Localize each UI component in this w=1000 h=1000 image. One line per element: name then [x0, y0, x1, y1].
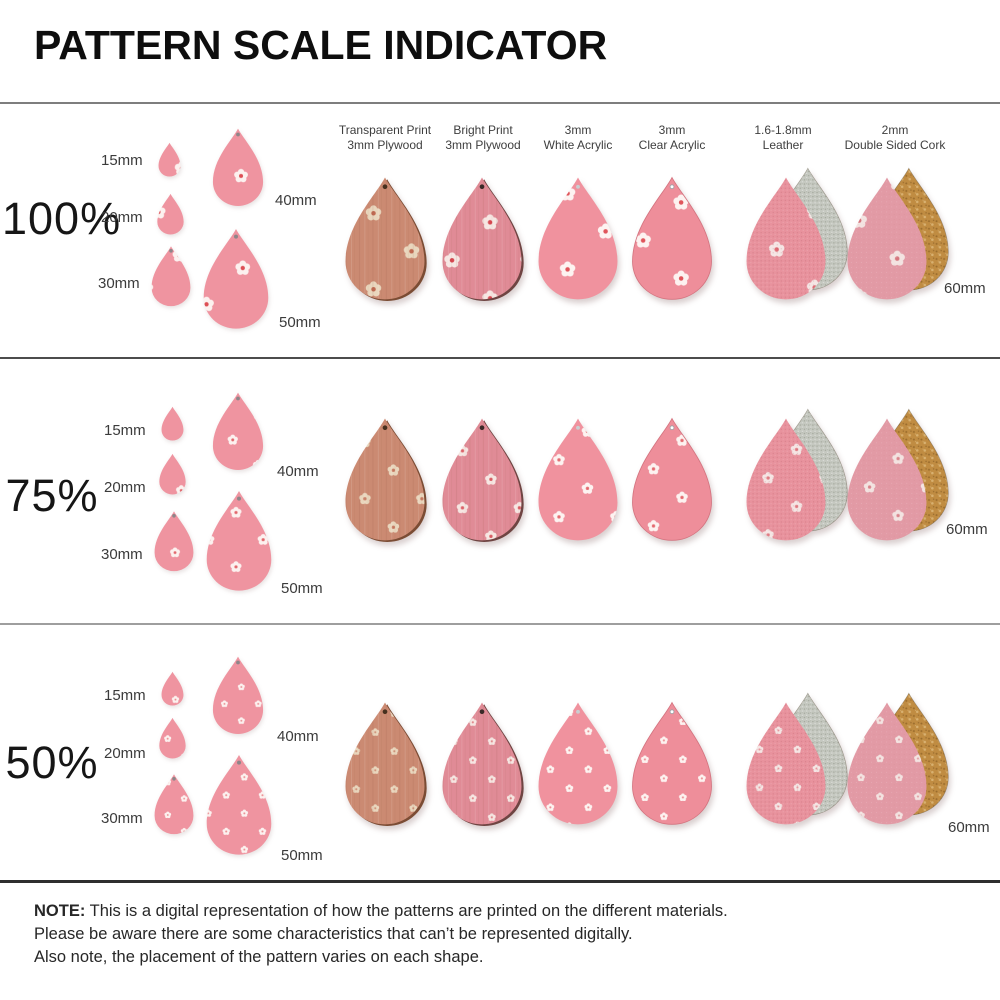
size-label-30mm: 30mm: [101, 546, 143, 563]
size-label-30mm: 30mm: [98, 275, 140, 292]
divider-under-title: [0, 102, 1000, 104]
column-header-cork: 2mm Double Sided Cork: [844, 123, 946, 152]
note-label: NOTE:: [34, 902, 86, 920]
divider-row-2-3: [0, 623, 1000, 625]
teardrop-50mm: [200, 227, 272, 330]
material-teardrop-leather: [744, 692, 848, 826]
size-label-20mm: 20mm: [104, 479, 146, 496]
size-label-60mm: 60mm: [948, 819, 990, 836]
column-header-plywood_bright: Bright Print 3mm Plywood: [445, 123, 521, 152]
column-header-acrylic_clear: 3mm Clear Acrylic: [638, 123, 706, 152]
material-teardrop-acrylic-white: [536, 700, 620, 826]
note-line-2: Please be aware there are some character…: [34, 925, 633, 943]
scale-label: 75%: [5, 470, 99, 521]
size-label-40mm: 40mm: [275, 192, 317, 209]
teardrop-15mm: [160, 671, 185, 706]
teardrop-40mm: [208, 391, 268, 471]
size-label-50mm: 50mm: [281, 580, 323, 597]
size-label-60mm: 60mm: [946, 521, 988, 538]
divider-row-1-2: [0, 357, 1000, 359]
column-header-plywood_transparent: Transparent Print 3mm Plywood: [338, 123, 432, 152]
page-title: PATTERN SCALE INDICATOR: [34, 22, 608, 68]
size-label-20mm: 20mm: [104, 745, 146, 762]
teardrop-40mm: [208, 127, 268, 207]
teardrop-40mm: [208, 655, 268, 735]
teardrop-15mm: [157, 142, 182, 177]
material-teardrop-cork: [845, 408, 949, 542]
size-label-50mm: 50mm: [281, 847, 323, 864]
size-label-60mm: 60mm: [944, 280, 986, 297]
material-teardrop-leather: [744, 408, 848, 542]
teardrop-30mm: [147, 245, 195, 307]
column-header-leather: 1.6-1.8mm Leather: [754, 123, 812, 152]
material-teardrop-cork: [845, 167, 949, 301]
material-teardrop-plywood-transparent: [343, 416, 427, 543]
teardrop-50mm: [203, 489, 275, 592]
scale-row-100%: 100% Transparent Print 3mm Plywood Bright P…: [0, 103, 1000, 357]
material-teardrop-acrylic-white: [536, 175, 620, 301]
teardrop-20mm: [155, 193, 186, 235]
teardrop-30mm: [150, 510, 198, 572]
material-teardrop-plywood-bright: [440, 700, 524, 827]
divider-above-note: [0, 880, 1000, 883]
material-teardrop-plywood-transparent: [343, 700, 427, 827]
material-teardrop-plywood-bright: [440, 175, 524, 302]
material-teardrop-acrylic-clear: [630, 175, 714, 301]
scale-label: 50%: [5, 737, 99, 788]
material-teardrop-leather: [744, 167, 848, 301]
material-teardrop-plywood-bright: [440, 416, 524, 543]
note-line-3: Also note, the placement of the pattern …: [34, 948, 484, 966]
teardrop-30mm: [150, 773, 198, 835]
teardrop-20mm: [157, 453, 188, 495]
size-label-40mm: 40mm: [277, 463, 319, 480]
material-teardrop-cork: [845, 692, 949, 826]
material-teardrop-acrylic-clear: [630, 700, 714, 826]
column-header-acrylic_white: 3mm White Acrylic: [543, 123, 613, 152]
scale-label: 100%: [2, 193, 122, 244]
size-label-50mm: 50mm: [279, 314, 321, 331]
size-label-15mm: 15mm: [104, 422, 146, 439]
scale-row-75%: 75% 15mm 20mm 30mm 40mm 50mm: [0, 358, 1000, 623]
teardrop-15mm: [160, 406, 185, 441]
size-label-40mm: 40mm: [277, 728, 319, 745]
size-label-20mm: 20mm: [101, 209, 143, 226]
size-label-15mm: 15mm: [104, 687, 146, 704]
note: NOTE: This is a digital representation o…: [34, 900, 728, 969]
size-label-15mm: 15mm: [101, 152, 143, 169]
teardrop-50mm: [203, 753, 275, 856]
size-label-30mm: 30mm: [101, 810, 143, 827]
material-teardrop-acrylic-white: [536, 416, 620, 542]
material-teardrop-acrylic-clear: [630, 416, 714, 542]
scale-row-50%: 50% 15mm 20mm 30mm 40mm 50mm: [0, 625, 1000, 880]
material-teardrop-plywood-transparent: [343, 175, 427, 302]
note-line-1: This is a digital representation of how …: [89, 902, 728, 920]
teardrop-20mm: [157, 717, 188, 759]
